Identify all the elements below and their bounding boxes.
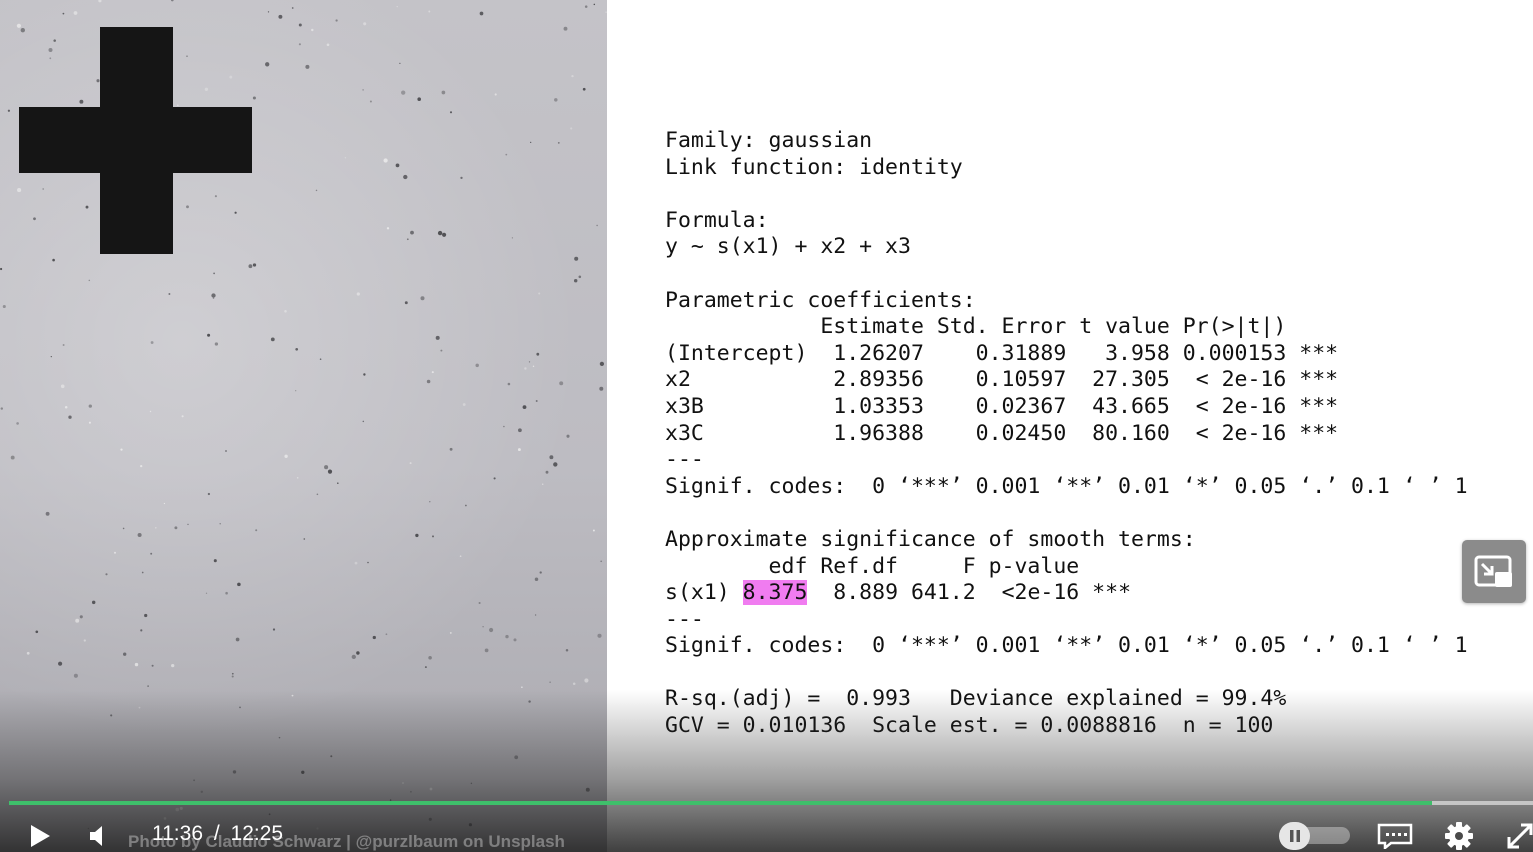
gam-summary-slide: Family: gaussian Link function: identity… (665, 128, 1515, 740)
time-display: 11:36 / 12:25 (152, 822, 283, 846)
seek-bar[interactable] (9, 801, 1533, 805)
fullscreen-icon (1507, 823, 1533, 849)
mute-button[interactable] (84, 822, 112, 850)
controls-gradient (0, 690, 1533, 852)
smooth-term-name: s(x1) (665, 580, 743, 606)
smooth-term-stats: 8.889 641.2 <2e-16 *** (807, 580, 1132, 606)
picture-in-picture-icon (1474, 555, 1512, 587)
concrete-texture (0, 0, 607, 846)
plus-sign-horizontal (19, 107, 252, 173)
gear-icon (1445, 822, 1473, 850)
photo-credit: Photo by Claudio Schwarz | @purzlbaum on… (128, 832, 565, 851)
play-button[interactable] (24, 822, 56, 850)
picture-in-picture-button[interactable] (1462, 540, 1526, 603)
seek-bar-progress (9, 801, 1433, 805)
time-separator: / (213, 822, 220, 845)
pause-toggle-knob[interactable] (1279, 822, 1310, 850)
captions-button[interactable] (1376, 822, 1414, 850)
volume-icon (90, 826, 102, 846)
play-icon (31, 825, 50, 847)
captions-icon (1377, 823, 1413, 849)
model-summary-text: Family: gaussian Link function: identity… (665, 128, 1468, 579)
settings-button[interactable] (1443, 821, 1475, 851)
highlighted-edf-value: 8.375 (742, 580, 808, 606)
duration: 12:25 (230, 822, 284, 845)
fullscreen-button[interactable] (1505, 821, 1533, 851)
current-time: 11:36 (152, 822, 203, 845)
smooth-term-row: s(x1) 8.375 8.889 641.2 <2e-16 *** (665, 580, 1515, 607)
pause-icon (1289, 830, 1300, 842)
